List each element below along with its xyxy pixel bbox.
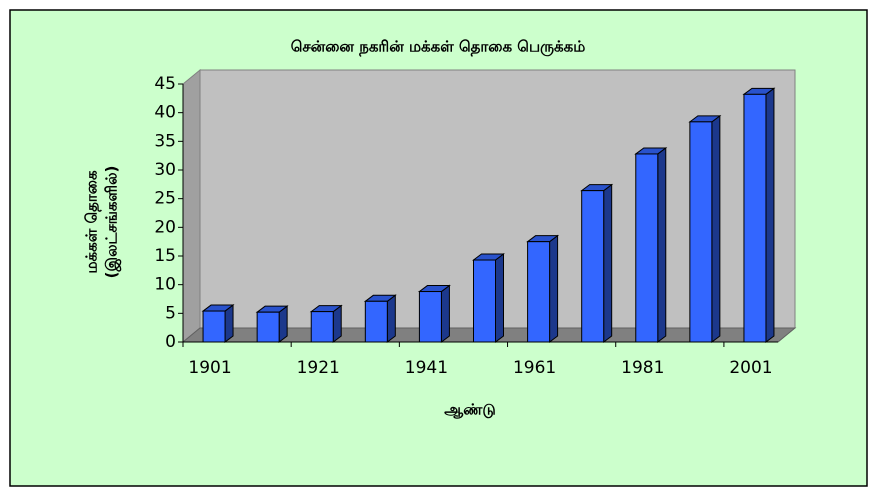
bar xyxy=(309,304,343,343)
x-tick-label: 1941 xyxy=(405,358,448,378)
y-tick-label: 10 xyxy=(154,275,176,295)
bar-front xyxy=(473,259,496,343)
bar-front xyxy=(527,241,551,343)
y-tick-label: 0 xyxy=(165,332,176,352)
bar-front xyxy=(418,291,442,343)
bar-side xyxy=(657,146,667,343)
x-tick-label: 1961 xyxy=(513,358,556,378)
bar-front xyxy=(310,311,334,343)
y-tick-label: 30 xyxy=(154,160,176,180)
bar xyxy=(634,146,668,343)
y-axis-label-line: மக்கள் தொகை xyxy=(83,170,102,273)
bar-front xyxy=(635,153,659,343)
bar xyxy=(417,284,451,343)
bar-side xyxy=(495,253,504,343)
bar xyxy=(526,234,560,343)
bar-front xyxy=(581,190,605,343)
bar-front xyxy=(202,310,226,343)
bar-front xyxy=(256,311,280,343)
bar-side xyxy=(603,183,613,343)
bar-front xyxy=(689,121,713,343)
y-tick-label: 45 xyxy=(154,74,176,94)
chart-title: சென்னை நகரின் மக்கள் தொகை பெருக்கம் xyxy=(291,38,586,57)
bar-front xyxy=(743,93,767,343)
y-tick-label: 15 xyxy=(154,246,176,266)
y-tick-label: 35 xyxy=(154,131,176,151)
bar xyxy=(255,305,289,343)
y-tick-label: 20 xyxy=(154,217,176,237)
y-tick-label: 25 xyxy=(154,189,176,209)
y-tick-label: 5 xyxy=(165,303,176,323)
x-axis-label: ஆண்டு xyxy=(444,401,495,419)
x-tick-label: 2001 xyxy=(729,358,772,378)
bar-side xyxy=(711,114,721,343)
bar-side xyxy=(440,284,450,343)
y-tick-label: 40 xyxy=(154,103,176,123)
bar-side xyxy=(549,234,559,343)
bar xyxy=(363,294,397,343)
bar xyxy=(201,304,235,343)
x-tick-label: 1981 xyxy=(621,358,664,378)
bar-side xyxy=(386,294,396,343)
x-tick-label: 1901 xyxy=(188,358,231,378)
y-axis-label-line: (இலட்சங்களில்) xyxy=(103,166,122,279)
y-axis-label: மக்கள் தொகை (இலட்சங்களில்) xyxy=(83,166,122,279)
bar-front xyxy=(364,300,388,343)
bar-side xyxy=(765,87,775,343)
x-tick-label: 1921 xyxy=(297,358,340,378)
bar xyxy=(688,114,722,343)
bar xyxy=(472,253,505,343)
bar xyxy=(742,87,776,343)
side-wall xyxy=(182,68,201,344)
bar xyxy=(580,183,614,343)
